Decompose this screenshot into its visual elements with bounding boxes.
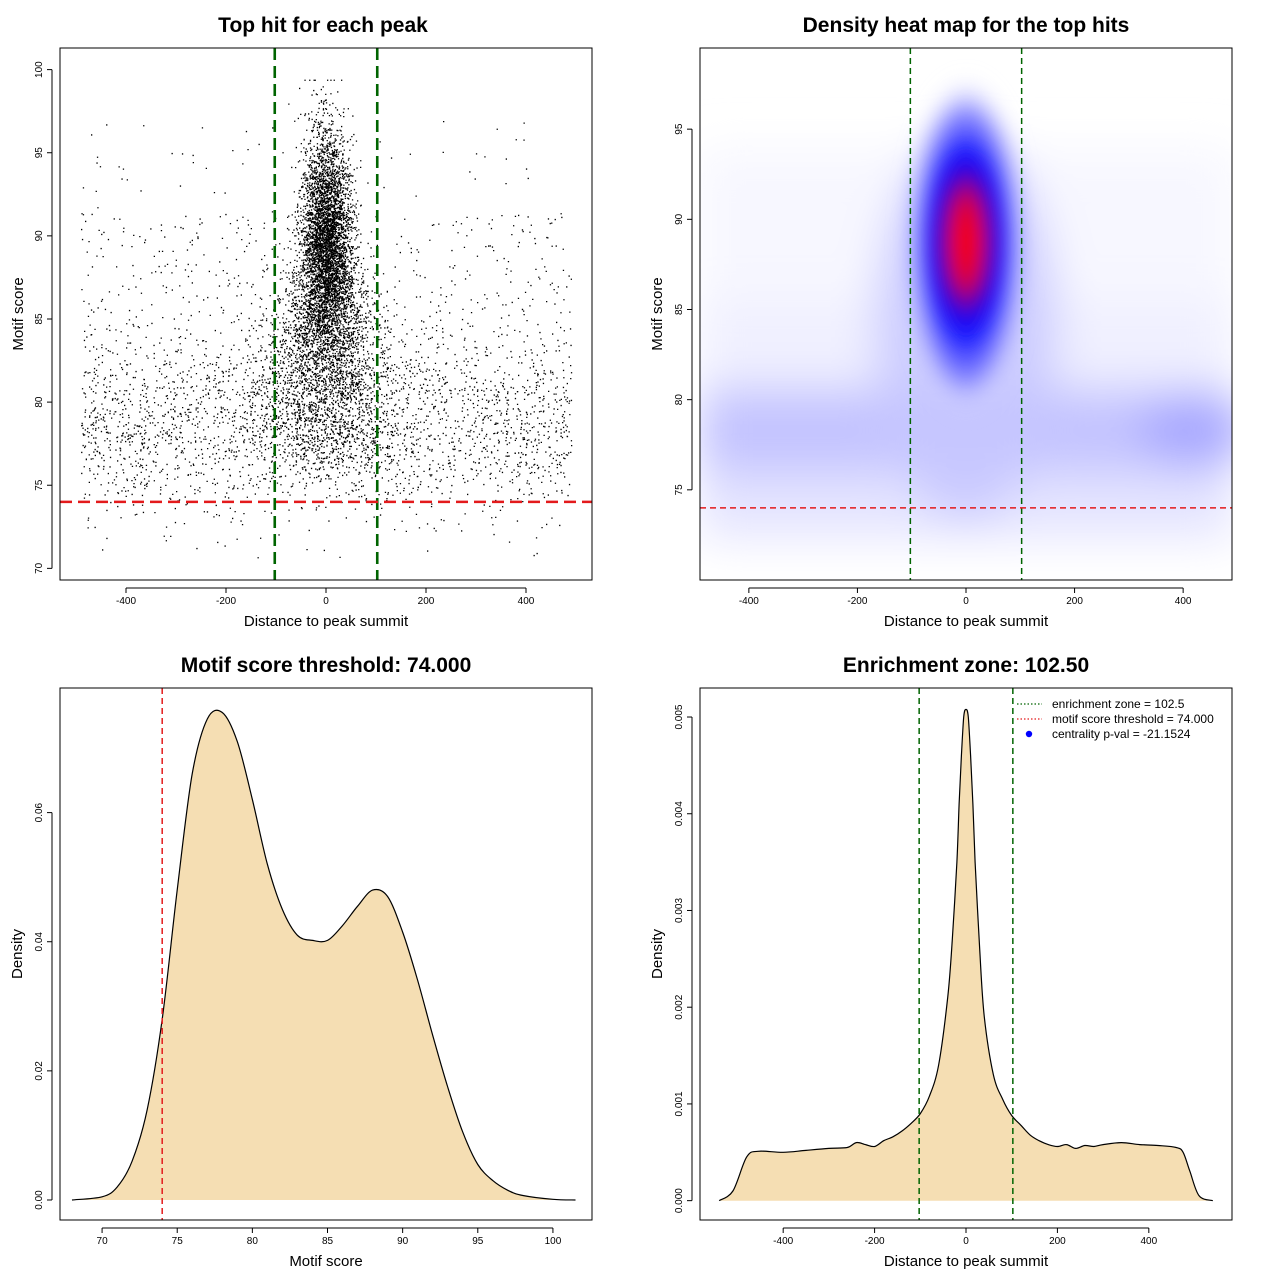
scatter-y-tick-label: 70 <box>34 562 45 574</box>
legend-centrality-label: centrality p-val = -21.1524 <box>1052 727 1191 741</box>
legend: enrichment zone = 102.5 motif score thre… <box>1017 697 1214 741</box>
distance-density-x-tick-label: -400 <box>773 1236 793 1247</box>
heatmap-x-tick-label: -400 <box>739 596 759 607</box>
distance-density-x-tick-label: 400 <box>1140 1236 1157 1247</box>
score-density-plot <box>71 688 576 1220</box>
score-density-frame <box>59 687 593 1221</box>
score-density-x-axis: 70 75 80 85 90 95 100 <box>97 1227 562 1247</box>
scatter-x-tick-label: 400 <box>518 596 535 607</box>
distance-density-title: Enrichment zone: 102.50 <box>843 654 1089 677</box>
heatmap-x-axis: -400 -200 0 200 400 <box>739 587 1192 607</box>
scatter-x-tick-label: 200 <box>418 596 435 607</box>
heatmap-surface <box>700 48 1232 580</box>
score-density-x-tick-label: 80 <box>247 1236 259 1247</box>
scatter-y-tick-label: 100 <box>34 61 45 78</box>
score-density-title: Motif score threshold: 74.000 <box>181 654 472 677</box>
scatter-y-label: Motif score <box>10 277 27 350</box>
score-density-area <box>72 710 576 1200</box>
legend-item-threshold: motif score threshold = 74.000 <box>1017 712 1214 726</box>
distance-density-y-label: Density <box>649 928 666 979</box>
score-density-panel: Motif score threshold: 74.000 70 75 80 85 90… <box>9 654 593 1270</box>
score-density-x-tick-label: 70 <box>97 1236 109 1247</box>
scatter-y-tick-label: 80 <box>34 396 45 408</box>
legend-item-centrality: centrality p-val = -21.1524 <box>1025 727 1191 741</box>
score-density-x-tick-label: 90 <box>397 1236 409 1247</box>
legend-centrality-dot <box>1025 730 1033 738</box>
heatmap-y-label: Motif score <box>649 277 666 350</box>
distance-density-x-tick-label: 0 <box>963 1236 969 1247</box>
heatmap-plot-frame <box>699 47 1233 581</box>
heatmap-reference-lines <box>700 48 1232 580</box>
distance-density-area <box>719 709 1213 1201</box>
scatter-point-cloud <box>81 79 573 559</box>
distance-density-curve <box>718 708 1214 1202</box>
distance-density-x-axis: -400 -200 0 200 400 <box>773 1227 1158 1247</box>
distance-density-frame <box>699 687 1233 1221</box>
heatmap-title: Density heat map for the top hits <box>803 14 1130 37</box>
scatter-x-label: Distance to peak summit <box>244 613 409 630</box>
score-density-y-tick-label: 0.04 <box>34 932 45 952</box>
scatter-reference-lines <box>60 48 592 580</box>
score-density-y-label: Density <box>9 928 26 979</box>
heatmap-y-tick-label: 80 <box>674 394 685 406</box>
distance-density-y-axis: 0.000 0.001 0.002 0.003 0.004 0.005 <box>674 704 693 1213</box>
scatter-plot-frame <box>59 47 593 581</box>
heatmap-y-axis: 75 80 85 90 95 <box>674 123 693 496</box>
score-density-curve <box>71 709 576 1201</box>
heatmap-y-tick-label: 90 <box>674 213 685 225</box>
heatmap-y-tick-label: 95 <box>674 123 685 135</box>
scatter-y-tick-label: 75 <box>34 479 45 491</box>
distance-density-y-tick-label: 0.002 <box>674 994 685 1019</box>
distance-density-x-label: Distance to peak summit <box>884 1253 1049 1270</box>
heatmap-panel: Density heat map for the top hits -400 -2… <box>649 14 1233 630</box>
scatter-y-tick-label: 90 <box>34 230 45 242</box>
legend-item-enrichment-zone: enrichment zone = 102.5 <box>1017 697 1185 711</box>
distance-density-x-tick-label: 200 <box>1049 1236 1066 1247</box>
heatmap-edge-blob <box>1140 395 1232 465</box>
score-density-y-tick-label: 0.00 <box>34 1190 45 1210</box>
scatter-x-tick-label: 0 <box>323 596 329 607</box>
heatmap-y-tick-label: 75 <box>674 484 685 496</box>
heatmap-x-tick-label: 400 <box>1175 596 1192 607</box>
scatter-x-axis: -400 -200 0 200 400 <box>116 587 535 607</box>
heatmap-y-tick-label: 85 <box>674 303 685 315</box>
score-density-x-tick-label: 100 <box>545 1236 562 1247</box>
scatter-panel: Top hit for each peak -400 -200 0 200 400 70… <box>10 14 593 630</box>
scatter-x-tick-label: -200 <box>216 596 236 607</box>
score-density-x-tick-label: 95 <box>472 1236 484 1247</box>
legend-threshold-label: motif score threshold = 74.000 <box>1052 712 1214 726</box>
heatmap-x-tick-label: 0 <box>963 596 969 607</box>
heatmap-x-tick-label: 200 <box>1066 596 1083 607</box>
distance-density-plot <box>718 688 1214 1220</box>
score-density-x-tick-label: 85 <box>322 1236 334 1247</box>
distance-density-y-tick-label: 0.005 <box>674 704 685 729</box>
score-density-x-label: Motif score <box>289 1253 362 1270</box>
scatter-y-tick-label: 85 <box>34 313 45 325</box>
heatmap-x-label: Distance to peak summit <box>884 613 1049 630</box>
score-density-y-axis: 0.00 0.02 0.04 0.06 <box>34 802 53 1210</box>
distance-density-x-tick-label: -200 <box>865 1236 885 1247</box>
distance-density-y-tick-label: 0.004 <box>674 801 685 826</box>
score-density-y-tick-label: 0.02 <box>34 1061 45 1081</box>
scatter-y-axis: 70 75 80 85 90 95 100 <box>34 61 53 574</box>
enrichment-zone-lines <box>918 688 1014 1220</box>
distance-density-y-tick-label: 0.000 <box>674 1188 685 1213</box>
scatter-title: Top hit for each peak <box>218 14 428 37</box>
distance-density-y-tick-label: 0.003 <box>674 898 685 923</box>
score-density-y-tick-label: 0.06 <box>34 802 45 822</box>
legend-enrichment-zone-label: enrichment zone = 102.5 <box>1052 697 1185 711</box>
scatter-points <box>81 79 573 559</box>
heatmap-red-core <box>932 150 1000 334</box>
scatter-x-tick-label: -400 <box>116 596 136 607</box>
score-density-x-tick-label: 75 <box>172 1236 184 1247</box>
scatter-y-tick-label: 95 <box>34 147 45 159</box>
distance-density-panel: Enrichment zone: 102.50 -400 -200 0 200 400 … <box>649 654 1233 1270</box>
heatmap-x-tick-label: -200 <box>847 596 867 607</box>
distance-density-y-tick-label: 0.001 <box>674 1091 685 1116</box>
